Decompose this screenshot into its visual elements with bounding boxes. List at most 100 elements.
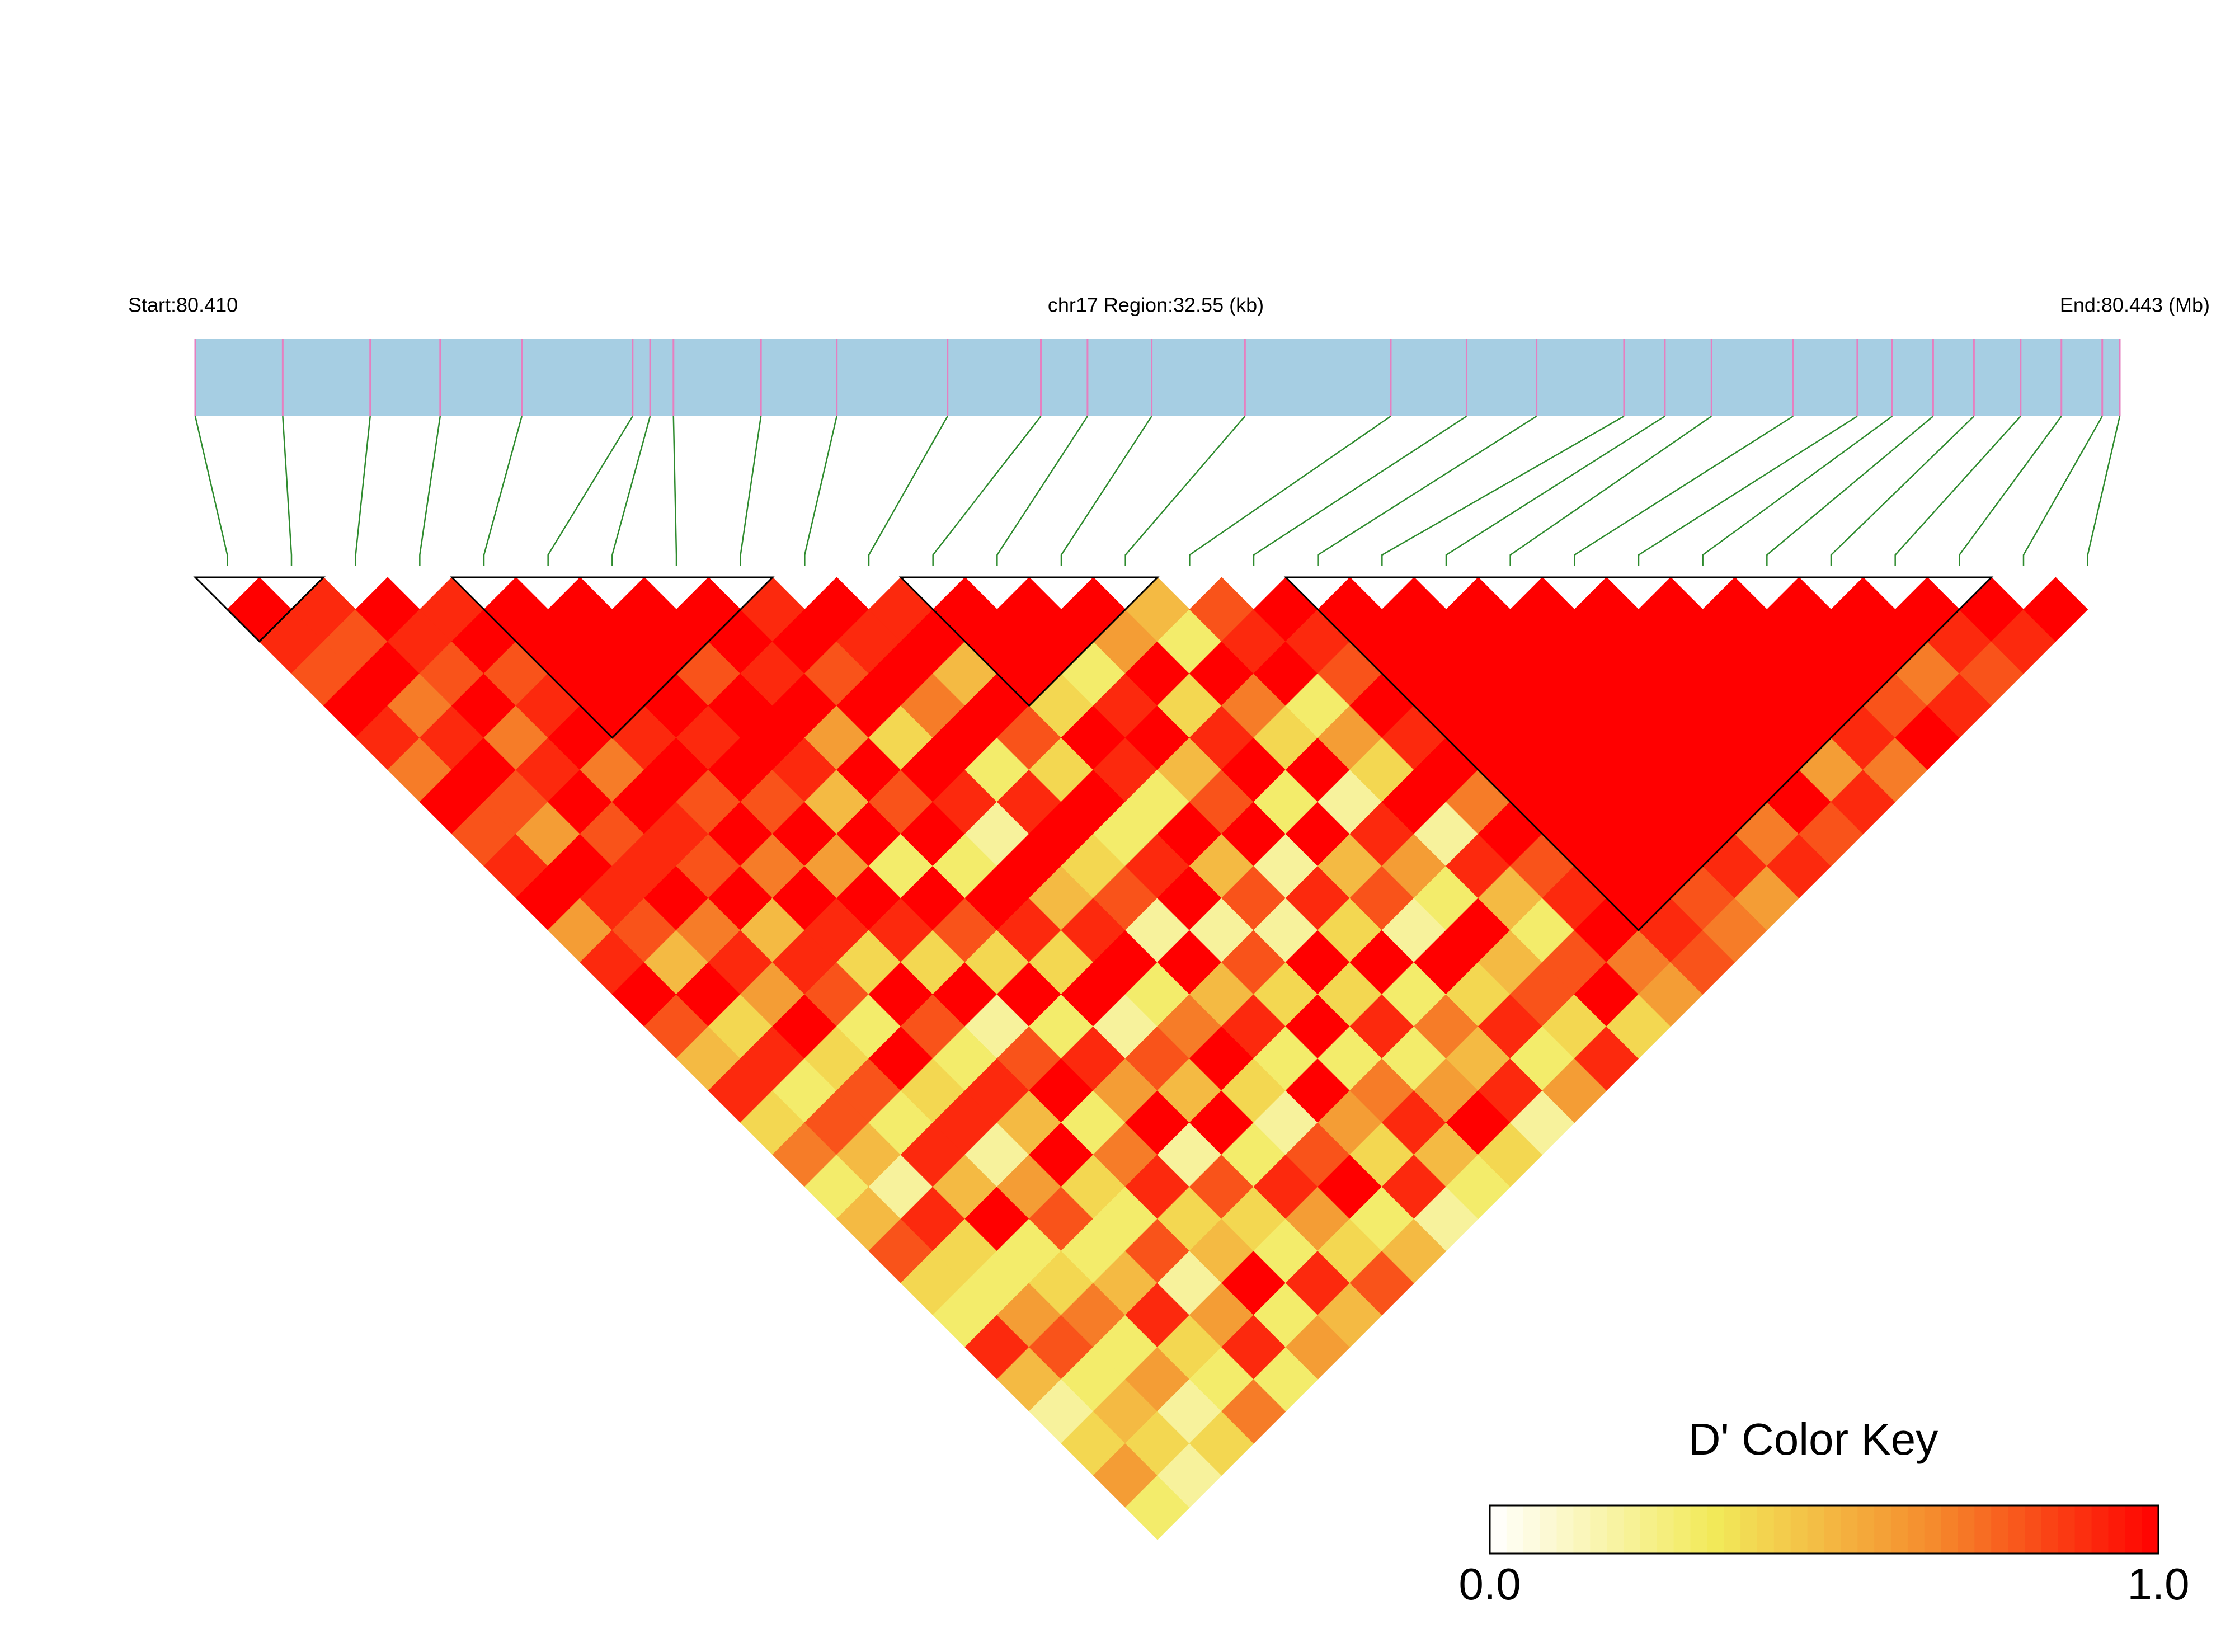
ld-cell	[1093, 1058, 1158, 1123]
key-step	[1506, 1505, 1524, 1554]
snp-link	[611, 416, 651, 566]
ld-cell	[1093, 801, 1158, 867]
key-step	[1724, 1505, 1741, 1554]
key-step	[1523, 1505, 1541, 1554]
key-step	[1874, 1505, 1891, 1554]
key-step	[1907, 1505, 1925, 1554]
ld-cell	[1125, 834, 1190, 898]
key-step	[1657, 1505, 1674, 1554]
ld-cell	[1221, 1058, 1286, 1123]
ld-cell	[996, 1218, 1062, 1283]
key-step	[1824, 1505, 1841, 1554]
snp-link	[282, 416, 293, 566]
key-tick-label: 1.0	[2127, 1559, 2189, 1609]
key-step	[1807, 1505, 1824, 1554]
ld-cell	[2023, 577, 2088, 642]
ld-cell	[1606, 865, 1671, 931]
key-step	[1540, 1505, 1557, 1554]
snp-link	[1509, 415, 1712, 566]
ld-cell	[1061, 1218, 1126, 1283]
snp-link	[868, 416, 948, 566]
ld-cell	[1606, 673, 1671, 738]
ld-cell	[1029, 1315, 1094, 1380]
ld-cell	[1318, 1026, 1382, 1091]
ld-cell	[1414, 1058, 1479, 1123]
snp-link	[1060, 416, 1152, 566]
key-step	[2125, 1505, 2142, 1554]
key-tick-label: 0.0	[1458, 1559, 1521, 1609]
key-step	[1740, 1505, 1758, 1554]
snp-link	[804, 416, 837, 566]
ld-cell	[1318, 834, 1382, 898]
ld-cell	[1093, 865, 1158, 931]
snp-link	[1766, 416, 1934, 566]
ld-cell	[933, 1218, 997, 1283]
snp-link	[932, 416, 1042, 566]
key-step	[2058, 1505, 2076, 1554]
ld-cell	[1414, 673, 1479, 738]
ld-cell	[1318, 1090, 1382, 1155]
ld-cell	[1414, 801, 1479, 867]
key-step	[1757, 1505, 1775, 1554]
ld-cell	[1093, 1315, 1158, 1380]
snp-link	[672, 416, 677, 566]
ld-cell	[1221, 930, 1286, 995]
snp-link	[547, 416, 633, 566]
key-step	[2108, 1505, 2125, 1554]
snp-link	[1189, 415, 1391, 566]
snp-link	[1638, 415, 1858, 566]
key-frame	[1489, 1504, 2159, 1555]
snp-link	[1830, 416, 1975, 566]
snp-link	[2022, 416, 2103, 566]
ld-block	[193, 576, 326, 643]
key-step	[1790, 1505, 1808, 1554]
ld-block	[1283, 576, 1994, 931]
ld-cell	[1221, 673, 1286, 738]
x-tick-label: End:80.443 (Mb)	[2060, 294, 2210, 317]
ld-cell	[1125, 1090, 1190, 1155]
ld-cell	[1414, 994, 1479, 1059]
snp-link	[1574, 415, 1794, 566]
ld-cell	[964, 1315, 1030, 1380]
ld-cell	[1414, 1122, 1479, 1187]
snp-link	[1445, 415, 1665, 566]
ld-cell	[1093, 930, 1158, 995]
ld-cell	[1702, 577, 1767, 642]
ld-cell	[1093, 737, 1158, 802]
ld-cell	[1318, 1218, 1382, 1283]
ld-cell	[1318, 641, 1382, 706]
ld-cell	[1702, 705, 1767, 770]
key-step	[1707, 1505, 1724, 1554]
key-step	[1673, 1505, 1691, 1554]
x-tick-label: Start:80.410	[128, 294, 238, 317]
ld-cell	[1510, 577, 1575, 642]
ld-cell	[1799, 609, 1864, 674]
ld-cell	[1414, 865, 1479, 931]
ld-cell	[1318, 897, 1382, 963]
ld-cell	[868, 1218, 934, 1283]
ld-cell	[1510, 834, 1575, 898]
chart-title: chr17 Region:32.55 (kb)	[1048, 294, 1264, 317]
ld-cell	[1318, 769, 1382, 835]
ld-cell	[1510, 705, 1575, 770]
ld-cell	[1125, 1026, 1190, 1091]
key-step	[1573, 1505, 1591, 1554]
ld-cell	[1799, 801, 1864, 867]
snp-link	[1253, 415, 1467, 566]
snp-link	[483, 416, 523, 566]
ld-cell	[1125, 769, 1190, 835]
ld-cell	[1702, 834, 1767, 898]
ld-cell	[1221, 994, 1286, 1059]
ld-cell	[1702, 641, 1767, 706]
key-step	[1490, 1505, 1507, 1554]
ld-cell	[1606, 737, 1671, 802]
ld-block	[898, 576, 1160, 707]
key-title: D' Color Key	[1688, 1414, 1938, 1464]
ld-cell	[1606, 801, 1671, 867]
ld-cell	[1125, 705, 1190, 770]
key-step	[1974, 1505, 1992, 1554]
snp-link	[740, 416, 762, 566]
key-step	[2074, 1505, 2092, 1554]
key-step	[1690, 1505, 1707, 1554]
